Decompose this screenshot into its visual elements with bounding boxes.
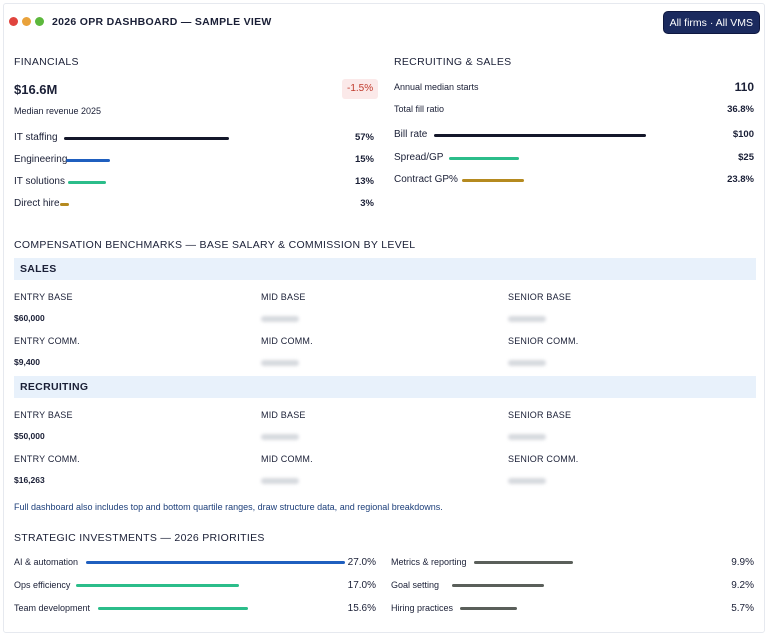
sales-group-label: SALES bbox=[20, 263, 57, 275]
strategic-bar-goal-setting bbox=[452, 584, 544, 587]
comp-value-sales-entry-comm: $9,400 bbox=[14, 357, 40, 367]
fill-ratio-label: Total fill ratio bbox=[394, 104, 445, 114]
comp-header-recruiting-senior-comm: SENIOR COMM. bbox=[508, 454, 579, 464]
maximize-dot-icon[interactable] bbox=[35, 17, 44, 26]
comp-header-recruiting-entry-comm: ENTRY COMM. bbox=[14, 454, 80, 464]
strategic-value-team-development: 15.6% bbox=[347, 603, 376, 614]
financial-bar-it-solutions bbox=[68, 181, 106, 184]
dashboard-note: Full dashboard also includes top and bot… bbox=[14, 502, 443, 512]
comp-value-recruiting-entry-comm: $16,263 bbox=[14, 475, 45, 485]
financial-bar-engineering bbox=[66, 159, 110, 162]
recruiting-bar-spread-gp bbox=[449, 157, 519, 160]
strategic-bar-ops-efficiency bbox=[76, 584, 239, 587]
recruiting-label-bill-rate: Bill rate bbox=[394, 129, 428, 140]
title-bar: 2026 OPR DASHBOARD — SAMPLE VIEW All fir… bbox=[4, 4, 764, 40]
strategic-value-hiring-practices: 5.7% bbox=[731, 603, 754, 614]
window-controls bbox=[9, 17, 44, 26]
comp-header-sales-entry-comm: ENTRY COMM. bbox=[14, 336, 80, 346]
financial-bar-it-staffing bbox=[64, 137, 229, 140]
strategic-bar-hiring-practices bbox=[460, 607, 517, 610]
financial-bar-direct-hire bbox=[60, 203, 69, 206]
comp-redacted-recruiting-mid-comm bbox=[261, 478, 299, 484]
median-starts-label: Annual median starts bbox=[394, 82, 479, 92]
strategic-label-hiring-practices: Hiring practices bbox=[391, 603, 454, 613]
strategic-label-ai-automation: AI & automation bbox=[14, 557, 79, 567]
financial-value-it-solutions: 13% bbox=[354, 176, 374, 187]
recruiting-bar-bill-rate bbox=[434, 134, 646, 137]
financial-value-it-staffing: 57% bbox=[354, 132, 374, 143]
comp-header-recruiting-mid-comm: MID COMM. bbox=[261, 454, 313, 464]
comp-redacted-recruiting-senior-comm bbox=[508, 478, 546, 484]
recruiting-value-contract-gp: 23.8% bbox=[727, 174, 754, 185]
strategic-value-ops-efficiency: 17.0% bbox=[347, 580, 376, 591]
strategic-label-ops-efficiency: Ops efficiency bbox=[14, 580, 71, 590]
strategic-heading: STRATEGIC INVESTMENTS — 2026 PRIORITIES bbox=[14, 532, 265, 544]
recruiting-label-spread-gp: Spread/GP bbox=[394, 152, 444, 163]
median-starts-value: 110 bbox=[734, 80, 754, 94]
minimize-dot-icon[interactable] bbox=[22, 17, 31, 26]
comp-header-sales-mid-base: MID BASE bbox=[261, 292, 306, 302]
strategic-value-metrics-reporting: 9.9% bbox=[731, 557, 754, 568]
comp-header-recruiting-mid-base: MID BASE bbox=[261, 410, 306, 420]
comp-value-sales-entry-base: $60,000 bbox=[14, 313, 45, 323]
comp-redacted-sales-mid-comm bbox=[261, 360, 299, 366]
recruiting-group-band: RECRUITING bbox=[14, 376, 756, 398]
median-revenue-value: $16.6M bbox=[14, 82, 58, 97]
comp-redacted-sales-senior-comm bbox=[508, 360, 546, 366]
comp-redacted-sales-senior-base bbox=[508, 316, 546, 322]
financials-heading: FINANCIALS bbox=[14, 56, 79, 68]
compensation-heading: COMPENSATION BENCHMARKS — BASE SALARY & … bbox=[14, 239, 416, 251]
strategic-bar-team-development bbox=[98, 607, 248, 610]
recruiting-value-spread-gp: $25 bbox=[738, 152, 754, 163]
financial-value-engineering: 15% bbox=[354, 154, 374, 165]
comp-header-recruiting-entry-base: ENTRY BASE bbox=[14, 410, 73, 420]
financial-label-it-staffing: IT staffing bbox=[14, 132, 58, 143]
strategic-value-goal-setting: 9.2% bbox=[731, 580, 754, 591]
sales-group-band: SALES bbox=[14, 258, 756, 280]
window-title: 2026 OPR DASHBOARD — SAMPLE VIEW bbox=[52, 16, 272, 28]
financial-label-engineering: Engineering bbox=[14, 154, 68, 165]
comp-redacted-recruiting-mid-base bbox=[261, 434, 299, 440]
close-dot-icon[interactable] bbox=[9, 17, 18, 26]
fill-ratio-value: 36.8% bbox=[727, 104, 754, 115]
comp-header-recruiting-senior-base: SENIOR BASE bbox=[508, 410, 572, 420]
recruiting-bar-contract-gp bbox=[462, 179, 524, 182]
comp-redacted-recruiting-senior-base bbox=[508, 434, 546, 440]
comp-value-recruiting-entry-base: $50,000 bbox=[14, 431, 45, 441]
strategic-bar-metrics-reporting bbox=[474, 561, 573, 564]
filter-selector-button[interactable]: All firms · All VMS bbox=[662, 11, 760, 34]
strategic-label-goal-setting: Goal setting bbox=[391, 580, 440, 590]
financial-label-it-solutions: IT solutions bbox=[14, 176, 65, 187]
financial-label-direct-hire: Direct hire bbox=[14, 198, 60, 209]
dashboard-window: 2026 OPR DASHBOARD — SAMPLE VIEW All fir… bbox=[3, 3, 765, 633]
strategic-value-ai-automation: 27.0% bbox=[347, 557, 376, 568]
recruiting-heading: RECRUITING & SALES bbox=[394, 56, 512, 68]
median-revenue-label: Median revenue 2025 bbox=[14, 106, 102, 116]
revenue-change-badge: -1.5% bbox=[342, 79, 379, 99]
comp-header-sales-senior-base: SENIOR BASE bbox=[508, 292, 572, 302]
comp-header-sales-entry-base: ENTRY BASE bbox=[14, 292, 73, 302]
financial-value-direct-hire: 3% bbox=[360, 198, 374, 209]
strategic-label-team-development: Team development bbox=[14, 603, 91, 613]
comp-header-sales-senior-comm: SENIOR COMM. bbox=[508, 336, 579, 346]
strategic-bar-ai-automation bbox=[86, 561, 345, 564]
recruiting-label-contract-gp: Contract GP% bbox=[394, 174, 458, 185]
strategic-label-metrics-reporting: Metrics & reporting bbox=[391, 557, 467, 567]
comp-redacted-sales-mid-base bbox=[261, 316, 299, 322]
recruiting-group-label: RECRUITING bbox=[20, 381, 89, 393]
comp-header-sales-mid-comm: MID COMM. bbox=[261, 336, 313, 346]
recruiting-value-bill-rate: $100 bbox=[732, 129, 754, 140]
